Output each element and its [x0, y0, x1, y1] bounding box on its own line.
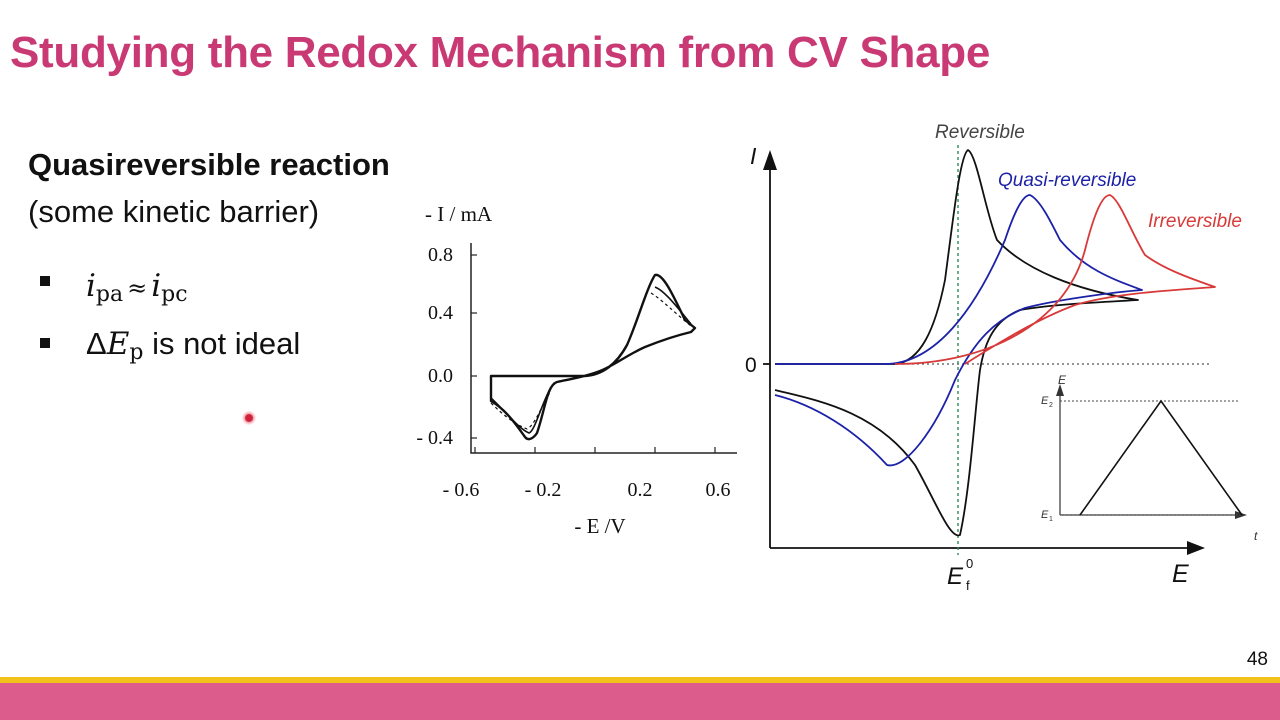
pa-subscript: pa — [95, 282, 124, 307]
reversible-curve — [774, 149, 1139, 537]
right-y-arrow — [763, 150, 777, 170]
i-symbol: i — [86, 268, 96, 304]
inset-e2-label: E — [1041, 395, 1049, 407]
left-x-axis-label: - E /V — [574, 514, 625, 538]
left-xtick-neg0.6: - 0.6 — [443, 479, 480, 501]
cv-schematic-figure: I 0 E E f 0 Reversible Quasi-reversible … — [745, 122, 1258, 593]
delta-symbol: Δ — [86, 326, 107, 361]
bullet-peak-currents: ipa ≈ ipc — [86, 268, 188, 307]
reversible-label: Reversible — [935, 122, 1025, 143]
i-symbol-2: i — [151, 268, 162, 304]
inset-e2-sub: 2 — [1049, 402, 1053, 409]
left-xtick-neg0.2: - 0.2 — [525, 479, 562, 501]
section-subheading: (some kinetic barrier) — [28, 194, 320, 229]
pc-subscript: pc — [161, 282, 188, 307]
formal-potential-label: E — [947, 563, 964, 590]
footer-stripe — [0, 677, 1280, 683]
footer-bar — [0, 683, 1280, 720]
right-x-arrow — [1187, 541, 1205, 555]
left-axes — [470, 243, 737, 454]
laser-pointer — [242, 411, 256, 425]
formal-potential-sup: 0 — [966, 556, 973, 571]
inset-e1-label: E — [1041, 509, 1049, 521]
left-xtick-0.6: 0.6 — [706, 479, 731, 501]
section-heading: Quasireversible reaction — [28, 147, 390, 182]
irreversible-curve — [894, 194, 1216, 365]
bullet-delta-ep: ΔEp is not ideal — [86, 326, 300, 365]
e-symbol: E — [106, 326, 130, 362]
cv-curve-secondary — [490, 286, 692, 434]
inset-waveform — [1056, 384, 1247, 519]
right-zero-label: 0 — [745, 354, 757, 377]
cv-curve-main — [489, 273, 697, 441]
approx-symbol: ≈ — [127, 274, 148, 302]
p-subscript: p — [129, 340, 144, 365]
bullet-marker-1 — [40, 276, 50, 286]
slide-title: Studying the Redox Mechanism from CV Sha… — [10, 28, 991, 77]
cv-experimental-figure: - I / mA 0.8 0.4 0.0 - 0.4 - 0.6 - 0.2 0… — [416, 202, 737, 538]
quasi-reversible-curve — [774, 194, 1143, 467]
right-x-axis-label: E — [1172, 560, 1189, 588]
left-ytick-0.0: 0.0 — [428, 365, 453, 387]
inset-t-label: t — [1254, 529, 1258, 543]
right-y-axis-label: I — [750, 143, 757, 169]
formal-potential-sub: f — [966, 578, 970, 593]
left-y-axis-label: - I / mA — [425, 202, 493, 226]
left-y-ticks — [471, 254, 477, 439]
inset-y-label: E — [1058, 373, 1067, 387]
left-xtick-0.2: 0.2 — [628, 479, 653, 501]
irreversible-label: Irreversible — [1148, 211, 1242, 232]
inset-e1-sub: 1 — [1049, 516, 1053, 523]
left-ytick-0.4: 0.4 — [428, 302, 453, 324]
page-number: 48 — [1246, 649, 1268, 670]
quasi-reversible-label: Quasi-reversible — [998, 170, 1136, 191]
cv-curve-dotted — [490, 292, 692, 430]
left-ytick-0.8: 0.8 — [428, 244, 453, 266]
bullet-2-text: is not ideal — [143, 326, 301, 361]
bullet-marker-2 — [40, 338, 50, 348]
left-x-ticks — [474, 447, 716, 453]
left-ytick-neg0.4: - 0.4 — [416, 427, 453, 449]
